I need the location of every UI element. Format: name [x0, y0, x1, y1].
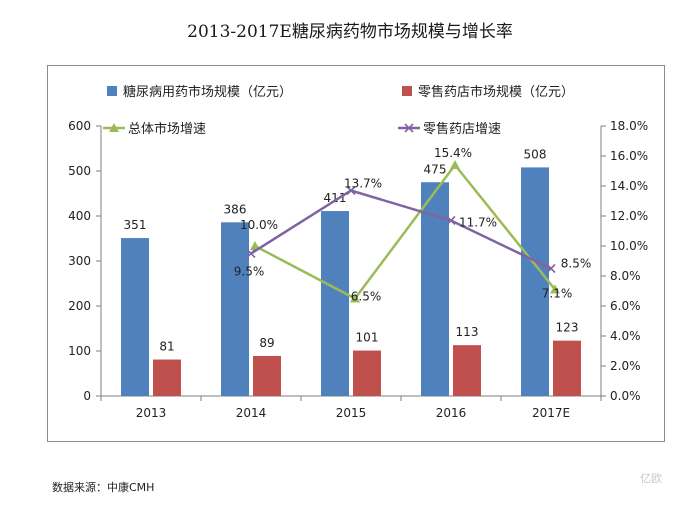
y-left-tick-label: 200 — [68, 299, 91, 313]
y-left-tick-label: 300 — [68, 254, 91, 268]
y-right-tick-label: 2.0% — [610, 359, 641, 373]
legend-retail-pharmacy-swatch — [402, 86, 412, 96]
y-right-tick-label: 14.0% — [610, 179, 648, 193]
line-data-label: 15.4% — [434, 146, 472, 160]
y-right-tick-label: 6.0% — [610, 299, 641, 313]
bar-diabetes-market — [221, 222, 249, 396]
y-left-tick-label: 500 — [68, 164, 91, 178]
bar-retail-pharmacy — [153, 359, 181, 396]
line-marker-x — [246, 248, 256, 259]
bar-diabetes-market — [421, 182, 449, 396]
y-right-tick-label: 4.0% — [610, 329, 641, 343]
y-right-tick-label: 16.0% — [610, 149, 648, 163]
watermark-logo: 亿欧 — [640, 472, 662, 485]
bar-diabetes-market — [121, 238, 149, 396]
x-tick-label: 2017E — [532, 406, 570, 420]
bar-diabetes-market — [521, 167, 549, 396]
y-right-tick-label: 12.0% — [610, 209, 648, 223]
x-tick-label: 2016 — [436, 406, 467, 420]
line-data-label: 9.5% — [234, 265, 265, 279]
legend-diabetes-market-label: 糖尿病用药市场规模（亿元） — [123, 84, 292, 100]
bar-data-label: 101 — [356, 331, 379, 345]
bar-retail-pharmacy — [553, 340, 581, 396]
line-data-label: 6.5% — [351, 290, 382, 304]
line-marker-triangle — [350, 293, 360, 303]
legend-diabetes-market-swatch — [107, 86, 117, 96]
y-left-tick-label: 0 — [83, 389, 91, 403]
chart-title: 2013-2017E糖尿病药物市场规模与增长率 — [187, 22, 513, 42]
legend-overall-growth-marker — [109, 123, 119, 132]
bar-data-label: 113 — [456, 325, 479, 339]
bar-data-label: 475 — [424, 162, 447, 176]
chart-frame — [47, 65, 665, 442]
line-overall-growth — [254, 162, 556, 301]
line-data-label: 13.7% — [344, 177, 382, 191]
line-marker-x — [446, 215, 456, 226]
bar-data-label: 81 — [159, 340, 174, 354]
y-right-tick-label: 8.0% — [610, 269, 641, 283]
line-marker-triangle — [550, 284, 560, 294]
line-data-label: 8.5% — [561, 257, 592, 271]
line-data-label: 10.0% — [240, 218, 278, 232]
line-marker-triangle — [250, 241, 260, 250]
line-marker-x — [546, 263, 556, 274]
bar-data-label: 89 — [259, 336, 274, 350]
y-right-tick-label: 18.0% — [610, 119, 648, 133]
bar-data-label: 411 — [324, 191, 347, 205]
data-source-note: 数据来源：中康CMH — [52, 481, 155, 494]
bar-data-label: 508 — [524, 147, 547, 161]
x-tick-label: 2014 — [236, 406, 267, 420]
y-right-tick-label: 0.0% — [610, 389, 641, 403]
legend-retail-growth-label: 零售药店增速 — [423, 121, 501, 137]
y-left-tick-label: 100 — [68, 344, 91, 358]
x-tick-label: 2013 — [136, 406, 167, 420]
y-left-tick-label: 600 — [68, 119, 91, 133]
bar-retail-pharmacy — [453, 345, 481, 396]
legend-overall-growth-label: 总体市场增速 — [128, 121, 206, 137]
line-retail-growth — [250, 189, 552, 270]
y-right-tick-label: 10.0% — [610, 239, 648, 253]
y-left-tick-label: 400 — [68, 209, 91, 223]
bar-data-label: 123 — [556, 321, 579, 335]
bar-diabetes-market — [321, 211, 349, 396]
bar-retail-pharmacy — [253, 355, 281, 396]
bar-data-label: 351 — [124, 218, 147, 232]
legend-retail-growth-marker — [404, 123, 414, 133]
line-marker-x — [346, 185, 356, 196]
legend-retail-pharmacy-label: 零售药店市场规模（亿元） — [418, 84, 574, 100]
x-tick-label: 2015 — [336, 406, 367, 420]
line-marker-triangle — [450, 160, 460, 169]
bar-retail-pharmacy — [353, 350, 381, 396]
line-data-label: 7.1% — [542, 287, 573, 301]
bar-data-label: 386 — [224, 202, 247, 216]
line-data-label: 11.7% — [459, 216, 497, 230]
